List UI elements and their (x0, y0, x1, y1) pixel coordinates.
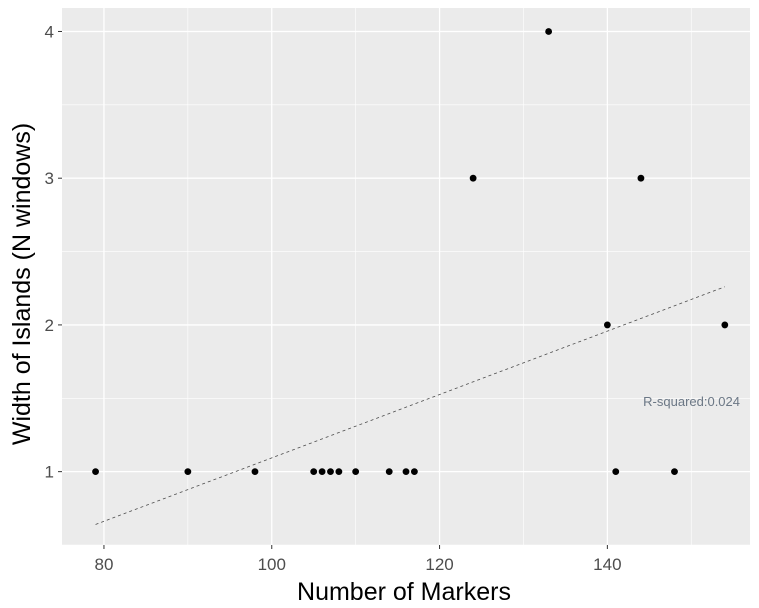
minor-gridlines (62, 8, 750, 546)
data-point (310, 468, 318, 476)
data-point (612, 468, 620, 476)
y-axis-ticks: 1 2 3 4 (45, 22, 62, 482)
x-tick-label: 140 (593, 555, 621, 574)
data-point (327, 468, 334, 476)
plot-panel (62, 8, 750, 545)
data-point (335, 468, 343, 476)
data-point (545, 28, 553, 35)
data-point (671, 468, 678, 476)
data-point (637, 174, 645, 182)
data-point (385, 468, 393, 476)
data-point (251, 468, 259, 476)
data-point (469, 174, 477, 182)
data-point (410, 468, 418, 476)
y-tick-label: 1 (45, 463, 54, 482)
data-point (603, 321, 611, 329)
x-tick-label: 120 (425, 555, 453, 574)
data-point (721, 321, 729, 329)
y-tick-label: 4 (45, 22, 54, 41)
x-axis-ticks: 80 100 120 140 (94, 545, 622, 574)
data-point (184, 468, 192, 476)
r-squared-annotation: R-squared:0.024 (643, 394, 740, 409)
data-point (352, 468, 360, 476)
trend-line (95, 286, 725, 525)
x-tick-label: 100 (258, 555, 286, 574)
data-point (402, 468, 410, 476)
x-tick-label: 80 (94, 555, 113, 574)
x-axis-title: Number of Markers (297, 578, 511, 606)
data-points (92, 28, 729, 476)
y-tick-label: 3 (45, 169, 54, 188)
data-point (318, 468, 326, 476)
y-axis-title: Width of Islands (N windows) (8, 123, 36, 445)
data-point (92, 468, 99, 476)
y-tick-label: 2 (45, 316, 54, 335)
